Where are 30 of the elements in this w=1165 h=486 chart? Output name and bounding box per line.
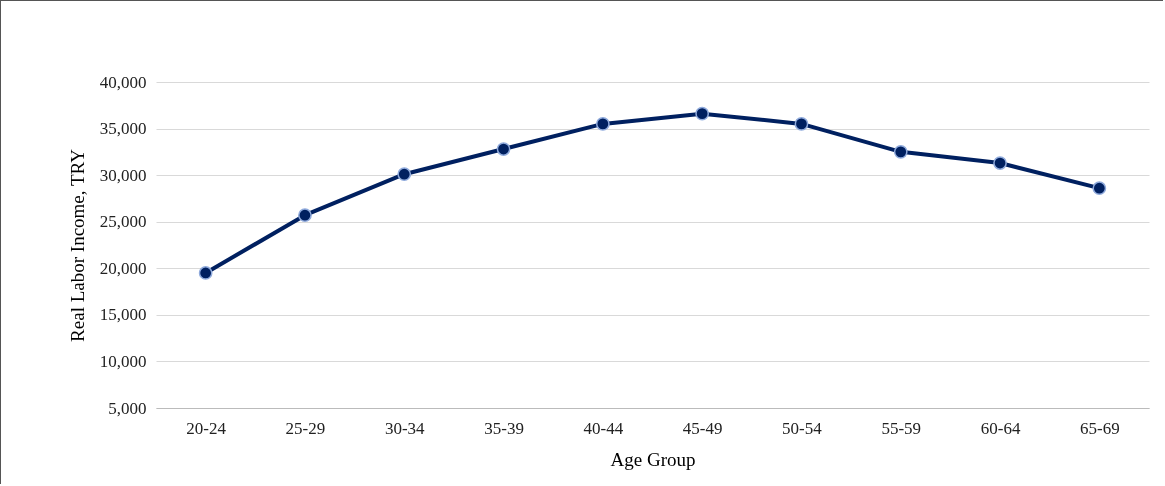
point <box>397 167 412 182</box>
x-tick-label: 55-59 <box>881 418 922 438</box>
y-tick-label: 30,000 <box>99 165 147 185</box>
point <box>695 106 710 121</box>
point <box>298 208 312 223</box>
x-tick-label: 65-69 <box>1080 418 1120 438</box>
point <box>794 117 809 131</box>
x-tick-label: 25-29 <box>285 418 326 438</box>
x-tick-label: 60-64 <box>980 418 1021 438</box>
x-tick-label: 40-44 <box>583 418 624 438</box>
y-tick-label: 25,000 <box>99 212 147 232</box>
point <box>993 156 1007 170</box>
y-axis-title: Real Labor Income, TRY <box>66 148 88 342</box>
y-tick-label: 15,000 <box>99 305 147 325</box>
point <box>595 117 610 131</box>
y-tick-label: 20,000 <box>99 258 147 278</box>
x-tick-label: 45-49 <box>682 418 723 438</box>
y-tick-label: 10,000 <box>99 351 147 371</box>
x-tick-label: 30-34 <box>384 418 426 438</box>
y-tick-label: 5,000 <box>108 398 147 418</box>
x-tick-label: 20-24 <box>186 418 227 438</box>
point <box>893 145 908 159</box>
x-axis-title: Age Group <box>610 448 696 470</box>
point <box>198 266 213 280</box>
point <box>1092 181 1107 196</box>
x-tick-label: 35-39 <box>484 418 524 438</box>
y-tick-label: 40,000 <box>99 72 147 92</box>
point <box>496 142 511 156</box>
y-tick-label: 35,000 <box>99 119 147 139</box>
x-tick-label: 50-54 <box>782 418 823 438</box>
